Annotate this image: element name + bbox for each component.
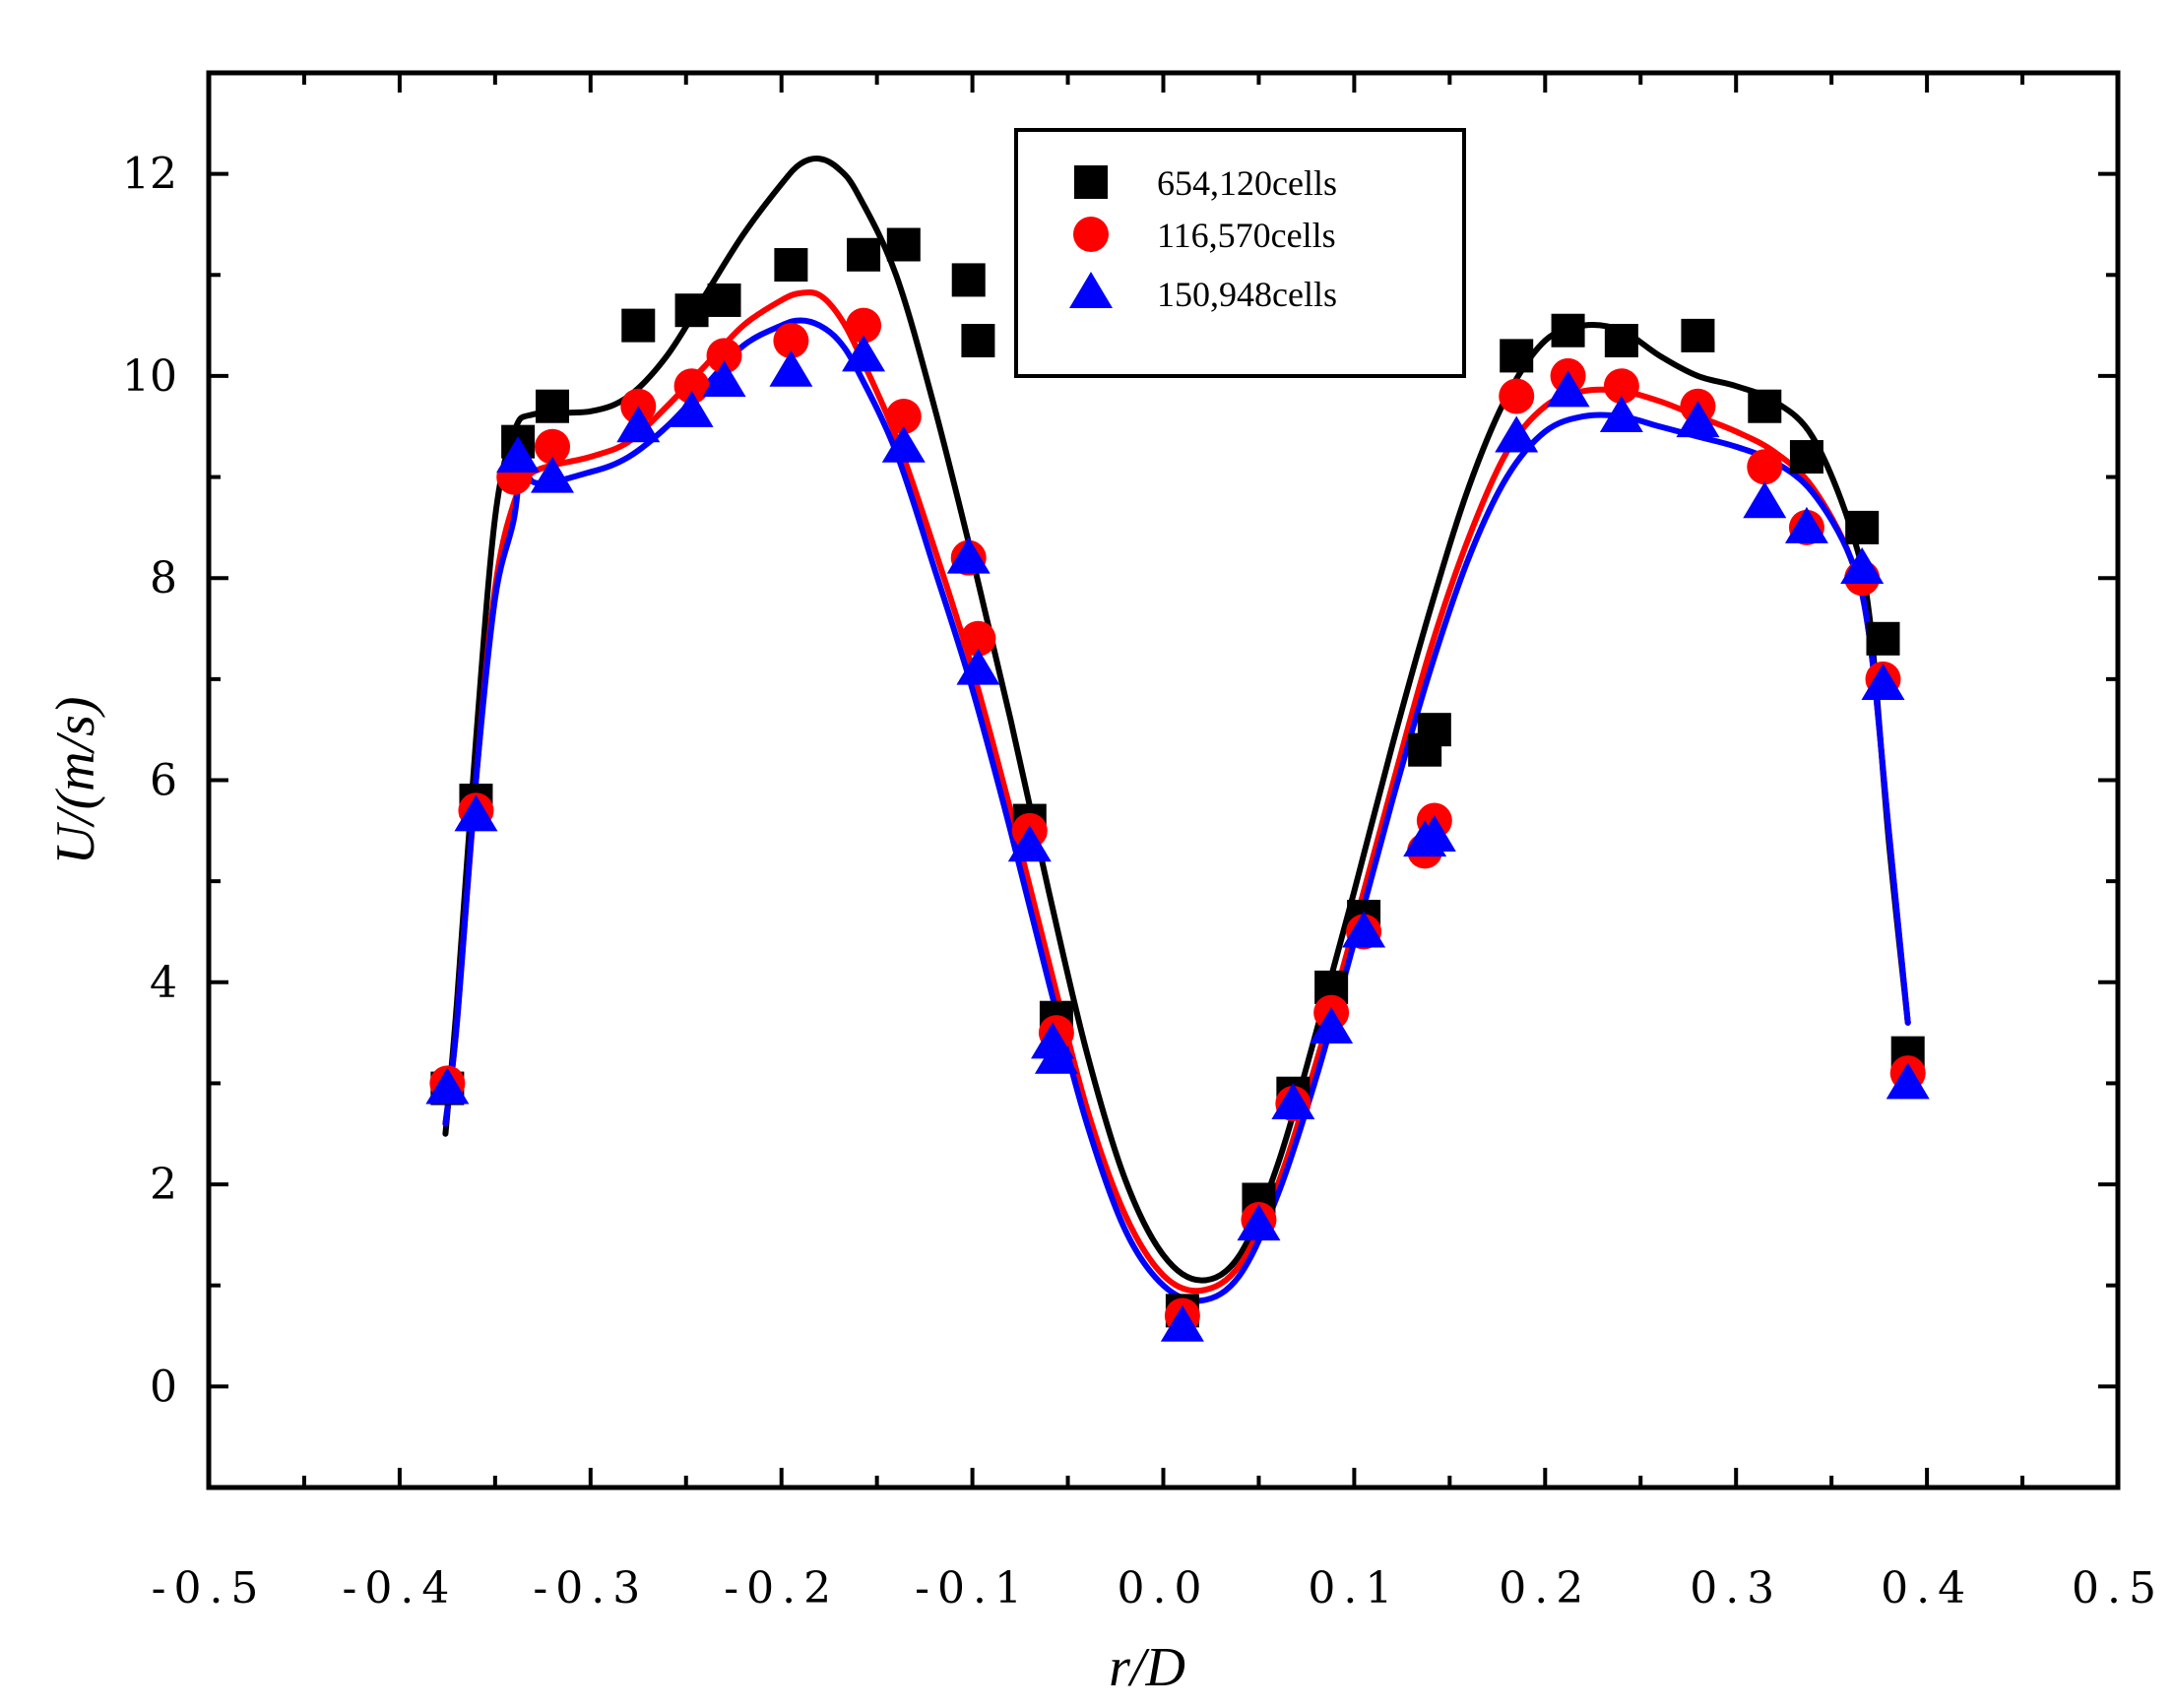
y-tick-label-2: 2	[150, 1160, 177, 1210]
data-point-s3-11	[946, 537, 991, 574]
data-point-s3-15	[1034, 1037, 1078, 1074]
data-point-s1-6	[674, 293, 709, 328]
data-point-s2-26	[1747, 449, 1783, 485]
data-point-s1-23	[1551, 313, 1585, 348]
data-point-s3-4	[531, 456, 575, 493]
data-point-s2-6	[673, 368, 710, 405]
data-point-s1-12	[961, 324, 995, 358]
data-point-s1-5	[621, 308, 656, 343]
data-point-s2-10	[885, 398, 922, 434]
data-point-s3-24	[1546, 370, 1590, 408]
x-tick-label-5: -0.1	[915, 1563, 1030, 1613]
x-tick-label-11: 0.5	[2072, 1563, 2164, 1613]
data-point-s1-26	[1748, 389, 1782, 423]
data-point-s1-10	[886, 227, 921, 262]
data-point-s3-7	[702, 360, 746, 398]
data-point-s3-22	[1412, 814, 1456, 852]
x-axis-title: r/D	[1109, 1637, 1185, 1698]
data-point-s3-12	[956, 648, 1000, 685]
data-point-s3-18	[1271, 1082, 1315, 1119]
data-point-s3-29	[1840, 546, 1885, 584]
legend-marker-series-1	[1074, 165, 1108, 199]
data-point-s2-22	[1499, 378, 1535, 414]
legend: 654,120cells 116,570cells 150,948cells	[1014, 128, 1466, 378]
data-point-s3-19	[1310, 1006, 1354, 1044]
series-curve-2	[442, 289, 1911, 1295]
data-point-s1-4	[536, 389, 570, 423]
x-tick-label-1: -0.5	[152, 1563, 267, 1613]
data-point-s1-27	[1789, 440, 1823, 474]
x-tick-label-3: -0.3	[533, 1563, 648, 1613]
x-tick-label-9: 0.3	[1690, 1563, 1782, 1613]
data-point-s1-22	[1500, 339, 1534, 373]
labels-layer: -0.5 -0.4 -0.3 -0.2 -0.1 0.0 0.1 0.2 0.3 0.4 0.5 0 2…	[122, 150, 2164, 1613]
data-point-s1-25	[1681, 318, 1715, 352]
data-point-s1-9	[847, 237, 881, 272]
data-point-s1-28	[1845, 510, 1880, 544]
data-point-s3-25	[1599, 395, 1643, 432]
data-point-s1-7	[707, 283, 741, 317]
legend-label-series-1: 654,120cells	[1157, 163, 1337, 203]
y-axis-title: U/(m/s)	[45, 696, 106, 864]
data-point-s3-2	[454, 794, 498, 832]
data-point-s3-13	[1007, 825, 1052, 862]
data-point-s3-30	[1861, 663, 1905, 700]
data-point-s3-31	[1886, 1062, 1930, 1100]
x-tick-label-10: 0.4	[1881, 1563, 1973, 1613]
series-curve-3	[442, 317, 1911, 1304]
y-tick-label-4: 6	[150, 756, 177, 806]
x-tick-label-8: 0.2	[1499, 1563, 1591, 1613]
data-point-s3-10	[881, 425, 926, 463]
data-point-s3-1	[425, 1067, 470, 1105]
y-tick-label-7: 12	[122, 150, 177, 200]
data-point-s1-21	[1417, 713, 1451, 747]
data-point-s1-29	[1866, 621, 1900, 656]
x-tick-label-2: -0.4	[342, 1563, 457, 1613]
data-point-s3-3	[496, 436, 541, 474]
data-point-s3-8	[769, 349, 813, 387]
data-point-s3-5	[616, 406, 661, 443]
ticks-layer	[207, 71, 2120, 1489]
y-tick-label-3: 4	[150, 958, 177, 1008]
data-point-s3-27	[1743, 481, 1787, 519]
y-tick-label-5: 8	[150, 553, 177, 603]
data-point-s3-23	[1495, 415, 1539, 453]
data-point-s3-20	[1342, 911, 1386, 948]
legend-markers	[1069, 165, 1113, 308]
y-tick-label-1: 0	[150, 1361, 177, 1412]
legend-marker-series-3	[1069, 272, 1113, 308]
data-point-s2-8	[773, 323, 809, 359]
legend-label-series-2: 116,570cells	[1157, 216, 1336, 255]
y-tick-label-6: 10	[122, 351, 177, 402]
x-tick-label-4: -0.2	[724, 1563, 839, 1613]
x-tick-label-6: 0.0	[1118, 1563, 1210, 1613]
data-point-s3-6	[670, 390, 714, 427]
legend-label-series-3: 150,948cells	[1157, 275, 1337, 314]
data-point-s3-26	[1676, 401, 1720, 438]
data-point-s3-16	[1160, 1304, 1204, 1342]
data-point-s2-4	[535, 428, 571, 465]
data-point-s2-7	[706, 338, 742, 374]
legend-marker-series-2	[1073, 217, 1109, 252]
data-point-s1-24	[1604, 324, 1638, 358]
data-point-s1-8	[774, 248, 808, 283]
data-point-s1-11	[951, 263, 986, 297]
data-point-s2-12	[960, 620, 996, 657]
data-point-s2-24	[1603, 368, 1639, 405]
data-point-s3-17	[1237, 1204, 1281, 1241]
x-tick-label-7: 0.1	[1308, 1563, 1400, 1613]
data-point-s3-28	[1784, 506, 1828, 543]
data-point-s3-9	[842, 335, 886, 372]
data-point-s2-9	[846, 307, 882, 344]
plot-layer	[425, 156, 1930, 1342]
